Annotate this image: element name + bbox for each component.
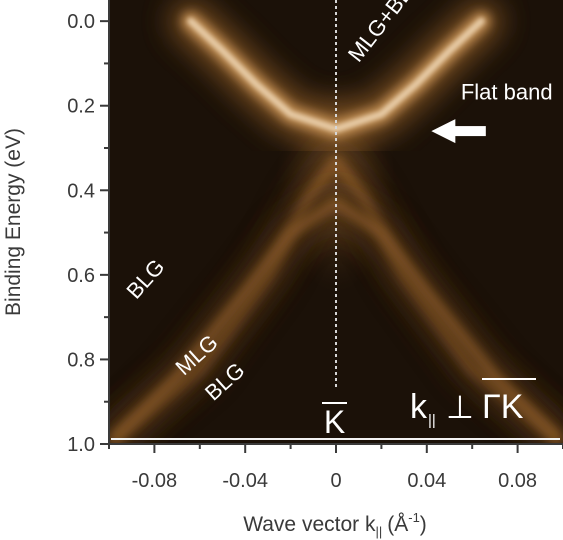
y-tick-label: 0.2 <box>67 96 95 118</box>
k-point-label: K <box>322 402 347 440</box>
direction-gamma-k: ΓK <box>482 388 524 426</box>
flat-band-arrow <box>431 119 486 144</box>
band-mlg-1-layer-1 <box>109 198 563 444</box>
arrow-shaft <box>449 126 486 137</box>
direction-label: k || ⊥ ΓK <box>410 378 536 429</box>
arrow-head <box>431 119 456 144</box>
x-tick-label: 0.08 <box>498 470 537 492</box>
annotation-flat-band: Flat band <box>461 79 553 104</box>
x-axis-title-unit-close: ) <box>420 513 427 536</box>
spectrum-map <box>109 0 563 444</box>
x-tick-label: -0.04 <box>222 470 268 492</box>
x-tick-label: 0 <box>330 470 341 492</box>
band-curves <box>109 0 563 444</box>
y-tick-label: 0.6 <box>67 265 95 287</box>
x-axis-title-subscript: || <box>375 524 382 539</box>
x-axis-title-unit: (Å <box>387 513 408 536</box>
y-tick-label: 1.0 <box>67 434 95 456</box>
x-axis-title-main: Wave vector k <box>243 513 376 536</box>
direction-k: k <box>410 388 428 426</box>
x-axis-ticks: -0.08 -0.04 0 0.04 0.08 <box>108 444 563 492</box>
y-axis-title: Binding Energy (eV) <box>2 128 25 316</box>
y-tick-label: 0.0 <box>67 11 95 33</box>
x-axis-title: Wave vector k|| (Å-1) <box>243 510 427 539</box>
k-point-text: K <box>324 404 345 440</box>
y-tick-label: 0.8 <box>67 349 95 371</box>
direction-perp: ⊥ <box>446 389 474 425</box>
x-tick-label: 0.04 <box>407 470 446 492</box>
x-tick-label: -0.08 <box>132 470 178 492</box>
y-axis-ticks: 0.0 0.2 0.4 0.6 0.8 1.0 <box>67 11 109 456</box>
x-axis-title-unit-sup: -1 <box>408 510 420 525</box>
y-tick-label: 0.4 <box>67 180 95 202</box>
direction-k-subscript: || <box>428 412 436 429</box>
